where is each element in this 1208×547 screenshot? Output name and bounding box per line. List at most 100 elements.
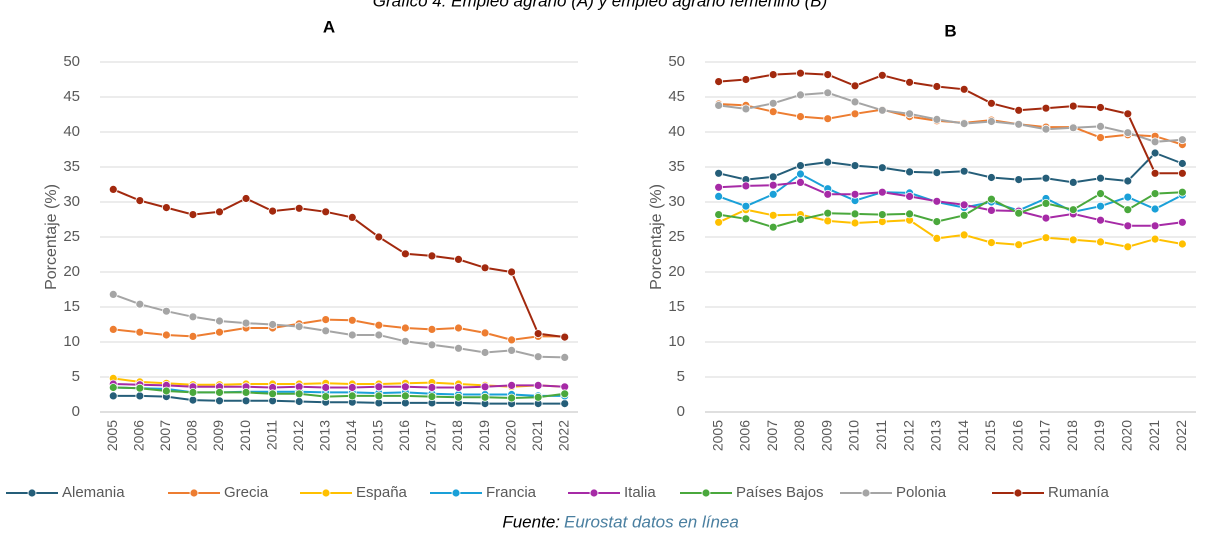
legend-marker (321, 488, 331, 498)
data-point (188, 387, 198, 397)
y-tick-label: 5 (72, 368, 80, 385)
data-point (877, 210, 887, 220)
data-point (796, 90, 805, 100)
data-point (877, 105, 887, 115)
data-point (161, 386, 171, 396)
series-line (718, 151, 1183, 184)
data-point (215, 207, 224, 217)
data-point (400, 382, 410, 392)
y-tick-label: 40 (63, 123, 80, 140)
data-point (161, 330, 171, 340)
data-point (188, 331, 198, 341)
legend-marker (1013, 488, 1023, 498)
data-point (1123, 221, 1133, 231)
data-point (714, 77, 724, 86)
data-point (321, 315, 331, 325)
x-tick-label: 2013 (928, 420, 944, 451)
data-point (161, 306, 171, 316)
x-tick-label: 2014 (955, 420, 971, 451)
panel-title: B (944, 21, 956, 40)
x-tick-label: 2017 (1037, 420, 1053, 451)
data-point (1096, 189, 1105, 199)
data-point (768, 189, 778, 199)
data-point (374, 391, 384, 401)
data-point (135, 327, 145, 337)
data-point (823, 88, 833, 98)
figure-title: Gráfico 4: Empleo agrario (A) y empleo a… (373, 0, 827, 10)
y-tick-label: 5 (677, 368, 685, 385)
data-point (533, 392, 543, 402)
data-point (905, 209, 914, 219)
legend-label: Italia (624, 484, 656, 501)
x-tick-label: 2007 (157, 420, 173, 451)
data-point (108, 383, 118, 392)
y-tick-label: 20 (63, 263, 80, 280)
data-point (480, 382, 490, 392)
data-point (823, 70, 833, 79)
data-point (1177, 187, 1187, 197)
x-tick-label: 2022 (1173, 420, 1189, 451)
legend-marker (451, 488, 461, 498)
data-point (823, 189, 833, 199)
series-line (112, 293, 565, 359)
data-point (1096, 133, 1105, 143)
x-tick-label: 2011 (263, 420, 279, 450)
data-point (741, 75, 751, 84)
series-line (113, 394, 565, 405)
x-tick-label: 2008 (184, 420, 200, 451)
data-point (560, 389, 570, 399)
data-point (823, 208, 833, 218)
data-point (877, 187, 887, 197)
data-point (850, 189, 860, 199)
y-tick-label: 15 (668, 298, 685, 315)
data-point (507, 393, 517, 403)
data-point (241, 387, 251, 397)
legend-item: Alemania (6, 484, 125, 501)
data-point (1041, 173, 1051, 183)
data-point (1150, 189, 1160, 199)
legend-item: Francia (430, 484, 537, 501)
data-point (1068, 235, 1078, 245)
data-point (1096, 122, 1105, 131)
data-point (560, 352, 570, 362)
data-point (135, 391, 145, 401)
series-line (718, 191, 1183, 229)
data-point (108, 391, 118, 401)
y-tick-label: 10 (668, 333, 685, 350)
data-point (294, 389, 304, 399)
data-point (959, 84, 969, 94)
x-tick-label: 2019 (1091, 420, 1107, 451)
data-point (347, 383, 357, 392)
data-point (987, 194, 996, 204)
data-point (714, 168, 724, 178)
x-tick-label: 2009 (818, 420, 834, 451)
data-point (905, 109, 914, 119)
x-tick-label: 2011 (873, 420, 889, 450)
data-point (1096, 173, 1105, 183)
data-point (1041, 213, 1051, 223)
data-point (823, 114, 833, 124)
data-point (741, 181, 751, 191)
y-tick-label: 50 (668, 53, 685, 70)
series-line (718, 91, 1183, 143)
legend-label: Países Bajos (736, 484, 824, 501)
data-point (321, 326, 331, 336)
series-line (113, 318, 565, 341)
data-point (987, 173, 996, 182)
data-point (454, 383, 463, 392)
x-tick-label: 2005 (709, 420, 725, 451)
data-point (1014, 119, 1024, 129)
data-point (714, 101, 724, 110)
data-point (1068, 177, 1078, 187)
data-point (268, 206, 278, 216)
legend-marker (27, 488, 37, 498)
legend-label: Grecia (224, 484, 269, 501)
data-point (796, 215, 805, 224)
data-point (796, 177, 805, 187)
data-point (1177, 135, 1187, 145)
data-point (1096, 215, 1105, 225)
data-point (959, 230, 969, 240)
data-point (1177, 217, 1187, 227)
legend-label: España (356, 484, 408, 501)
series-line (718, 181, 1183, 227)
